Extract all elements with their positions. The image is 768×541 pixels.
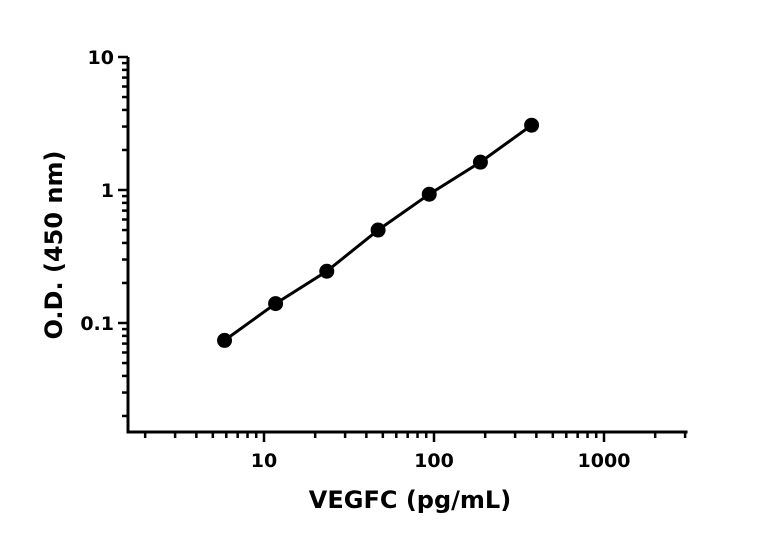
x-axis-label: VEGFC (pg/mL) — [309, 486, 511, 514]
data-point — [421, 186, 437, 202]
x-tick-label: 10 — [251, 450, 277, 472]
data-point — [472, 154, 488, 170]
y-axis-label: O.D. (450 nm) — [40, 151, 68, 340]
y-tick-label: 1 — [101, 180, 114, 202]
data-point — [524, 117, 540, 133]
data-point — [319, 263, 335, 279]
data-point — [217, 332, 233, 348]
x-tick-label: 1000 — [578, 450, 631, 472]
y-tick-label: 10 — [88, 47, 114, 69]
y-tick-label: 0.1 — [80, 313, 114, 335]
data-point — [268, 296, 284, 312]
series — [217, 117, 540, 348]
axes: 0.1 1 10 10 100 1000 — [80, 47, 688, 472]
data-point — [370, 222, 386, 238]
x-tick-label: 100 — [414, 450, 454, 472]
